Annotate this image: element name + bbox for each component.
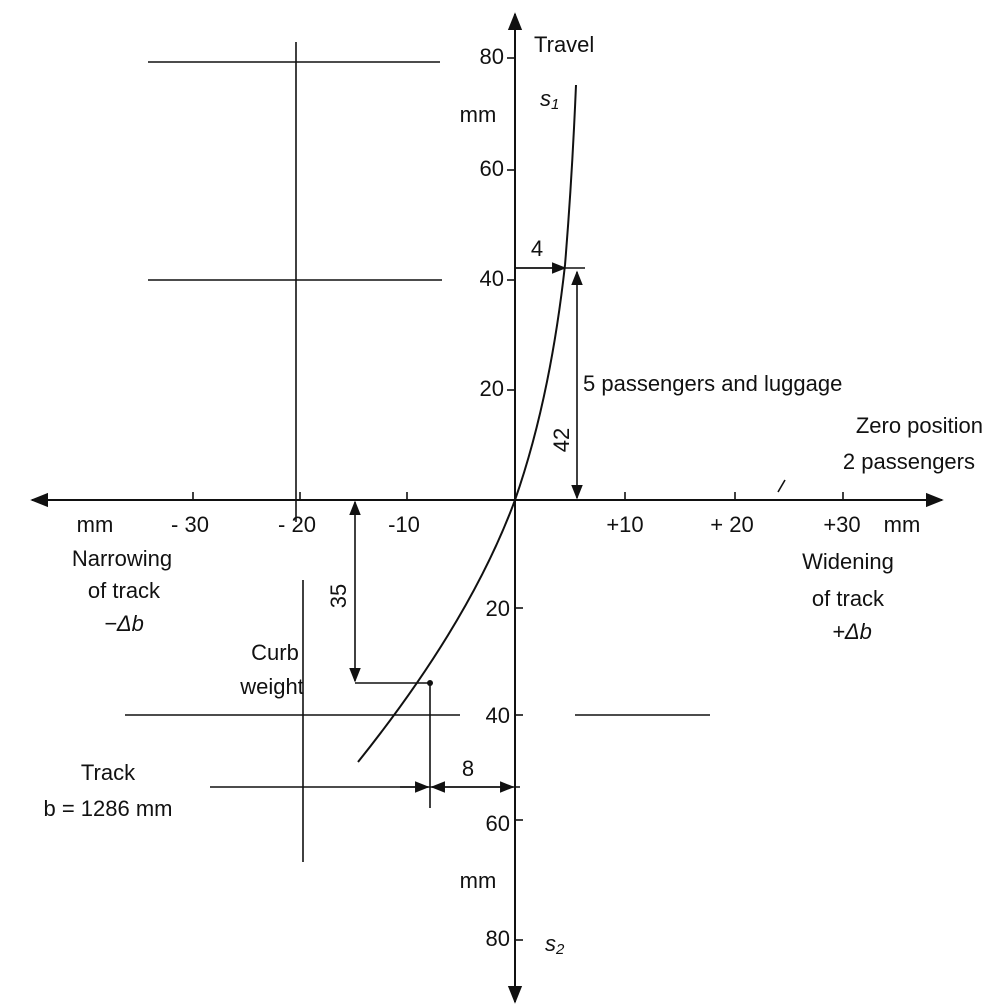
tick-label: 60 — [480, 156, 504, 181]
narrowing-label: −Δb — [104, 611, 144, 636]
tick-label: +30 — [823, 512, 860, 537]
unit: mm — [460, 868, 497, 893]
dimension-label: 4 — [531, 236, 543, 261]
track-label: Track — [81, 760, 136, 785]
unit: mm — [884, 512, 921, 537]
tick-label: 40 — [480, 266, 504, 291]
tick-label: + 20 — [710, 512, 753, 537]
track-curve — [357, 84, 577, 763]
axis-symbol: s2 — [545, 931, 565, 958]
subscript: 1 — [551, 96, 559, 113]
axis-symbol: s1 — [540, 86, 559, 113]
tick-label: 80 — [480, 44, 504, 69]
tick-label: 20 — [480, 376, 504, 401]
zero-label: Zero position — [856, 413, 983, 438]
tick-marks — [192, 57, 844, 941]
dimension-label: 42 — [549, 428, 574, 452]
unit: mm — [77, 512, 114, 537]
tick-label: 80 — [486, 926, 510, 951]
dimensions — [349, 262, 786, 808]
track-label: b = 1286 mm — [43, 796, 172, 821]
unit: mm — [460, 102, 497, 127]
reference-lines — [125, 42, 710, 862]
tick-label: +10 — [606, 512, 643, 537]
tick-label: 40 — [486, 703, 510, 728]
dimension-label: 35 — [326, 584, 351, 608]
zero-label: 2 passengers — [843, 449, 975, 474]
narrowing-label: of track — [88, 578, 161, 603]
symbol: s — [545, 931, 556, 956]
tick-label: -10 — [388, 512, 420, 537]
curb-label: weight — [239, 674, 304, 699]
tick-label: 20 — [486, 596, 510, 621]
tick-label: - 30 — [171, 512, 209, 537]
dimension-label: 8 — [462, 756, 474, 781]
widening-label: +Δb — [832, 619, 872, 644]
subscript: 2 — [555, 941, 565, 958]
tick-label: 60 — [486, 811, 510, 836]
curb-label: Curb — [251, 640, 299, 665]
symbol: s — [540, 86, 551, 111]
narrowing-label: Narrowing — [72, 546, 172, 571]
load-label: 5 passengers and luggage — [583, 371, 842, 396]
axis-title: Travel — [534, 32, 594, 57]
widening-label: Widening — [802, 549, 894, 574]
widening-label: of track — [812, 586, 885, 611]
tick-label: - 20 — [278, 512, 316, 537]
